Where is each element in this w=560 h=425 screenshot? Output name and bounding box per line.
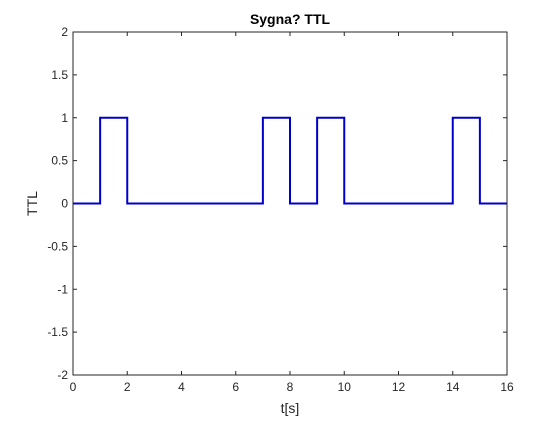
plot-box	[72, 31, 508, 376]
y-tick-label: -1	[57, 282, 68, 296]
ttl-signal-line	[73, 116, 507, 205]
y-tick-label: 2	[61, 25, 68, 39]
x-tick-label: 4	[178, 380, 185, 394]
x-tick-label: 0	[70, 380, 77, 394]
series-layer	[73, 116, 507, 205]
x-tick-label: 8	[287, 380, 294, 394]
chart-title: Sygna? TTL	[250, 11, 331, 27]
x-axis-label: t[s]	[281, 400, 300, 416]
x-tick-label: 14	[446, 380, 460, 394]
ticks-layer: 0 2 4 6 8 10 12 14 16 -2 -1.5 -1 -0.5 0 0.5 1 1.5 2	[47, 25, 514, 394]
x-tick-label: 10	[338, 380, 352, 394]
y-tick-label: 0	[61, 197, 68, 211]
y-tick-label: 0.5	[51, 154, 68, 168]
y-tick-label: -0.5	[47, 239, 68, 253]
x-tick-label: 16	[500, 380, 514, 394]
y-tick-label: 1	[61, 111, 68, 125]
y-tick-label: 1.5	[51, 68, 68, 82]
x-tick-label: 6	[232, 380, 239, 394]
x-tick-label: 2	[124, 380, 131, 394]
y-tick-label: -1.5	[47, 325, 68, 339]
y-tick-label: -2	[57, 368, 68, 382]
x-tick-label: 12	[392, 380, 406, 394]
y-axis-label: TTL	[24, 191, 40, 216]
